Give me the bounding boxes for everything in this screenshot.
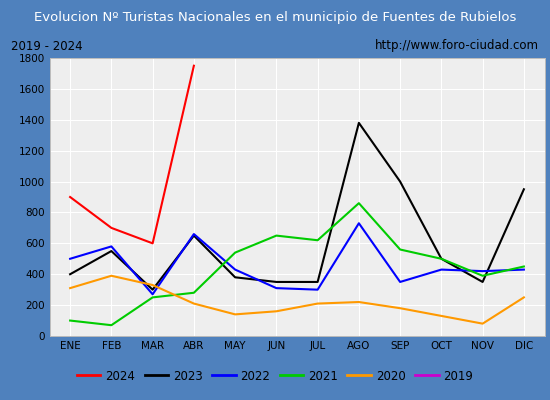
Legend: 2024, 2023, 2022, 2021, 2020, 2019: 2024, 2023, 2022, 2021, 2020, 2019 — [72, 365, 478, 387]
Text: http://www.foro-ciudad.com: http://www.foro-ciudad.com — [375, 40, 539, 52]
Text: 2019 - 2024: 2019 - 2024 — [11, 40, 82, 52]
Text: Evolucion Nº Turistas Nacionales en el municipio de Fuentes de Rubielos: Evolucion Nº Turistas Nacionales en el m… — [34, 12, 516, 24]
